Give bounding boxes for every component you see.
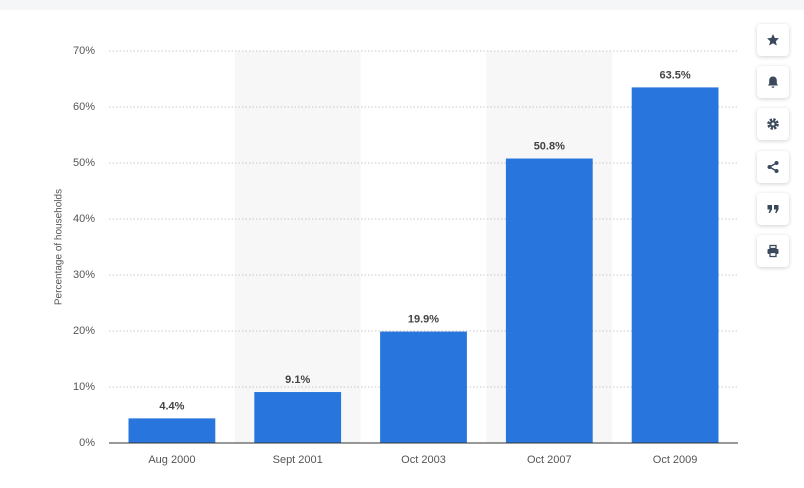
- bar: [505, 158, 593, 443]
- y-tick-label: 70%: [73, 45, 95, 57]
- value-label: 19.9%: [408, 313, 439, 325]
- column-band: [234, 51, 361, 443]
- favorite-button[interactable]: [757, 24, 789, 56]
- value-label: 50.8%: [534, 140, 565, 152]
- x-tick-label: Oct 2009: [653, 454, 698, 466]
- bar: [254, 392, 342, 443]
- chart: Percentage of households 0% 10% 20% 30% 40% 5…: [54, 45, 738, 466]
- bar: [380, 331, 467, 443]
- cite-button[interactable]: [757, 193, 789, 225]
- x-tick-label: Sept 2001: [273, 454, 323, 466]
- x-tick-label: Oct 2007: [527, 454, 572, 466]
- value-label: 63.5%: [659, 69, 690, 81]
- y-tick-label: 0%: [79, 437, 95, 449]
- y-tick-label: 20%: [73, 325, 95, 337]
- value-label: 9.1%: [285, 374, 310, 386]
- settings-button[interactable]: [757, 108, 789, 140]
- y-tick-label: 50%: [73, 157, 95, 169]
- print-button[interactable]: [757, 235, 789, 267]
- y-tick-label: 60%: [73, 101, 95, 113]
- y-tick-label: 30%: [73, 269, 95, 281]
- y-tick-label: 10%: [73, 381, 95, 393]
- share-button[interactable]: [757, 151, 789, 183]
- notification-button[interactable]: [757, 66, 789, 98]
- bar: [631, 87, 719, 444]
- x-tick-label: Oct 2003: [401, 454, 446, 466]
- value-label: 4.4%: [159, 400, 184, 412]
- bar: [128, 418, 216, 443]
- x-tick-label: Aug 2000: [148, 454, 195, 466]
- y-tick-label: 40%: [73, 213, 95, 225]
- y-axis-title: Percentage of households: [54, 189, 65, 305]
